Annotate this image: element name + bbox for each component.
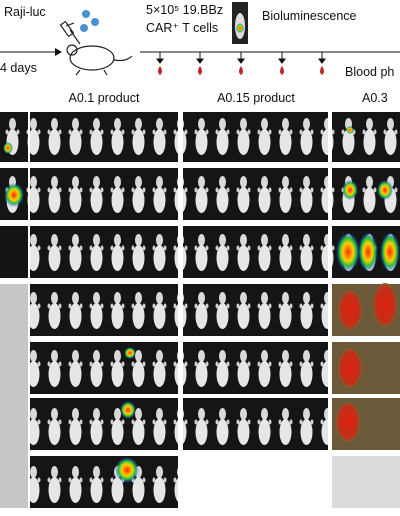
- dose: 5×10⁵ 19.BBz: [146, 3, 223, 17]
- interval: 4 days: [0, 61, 37, 75]
- cell-type: CAR⁺ T cells: [146, 21, 218, 35]
- blood-label: Blood ph: [345, 65, 394, 79]
- image-grid: [0, 112, 400, 508]
- column-header: A0.3: [362, 91, 388, 105]
- column-header: A0.15 product: [217, 91, 295, 105]
- imaging: Bioluminescence: [262, 9, 357, 23]
- schematic: Raji-luc 4 days 5×10⁵ 19.BBz CAR⁺ T cell…: [0, 2, 400, 79]
- column-header: A0.1 product: [69, 91, 140, 105]
- mouse-icon: [59, 20, 133, 76]
- cell-line: Raji-luc: [4, 5, 46, 19]
